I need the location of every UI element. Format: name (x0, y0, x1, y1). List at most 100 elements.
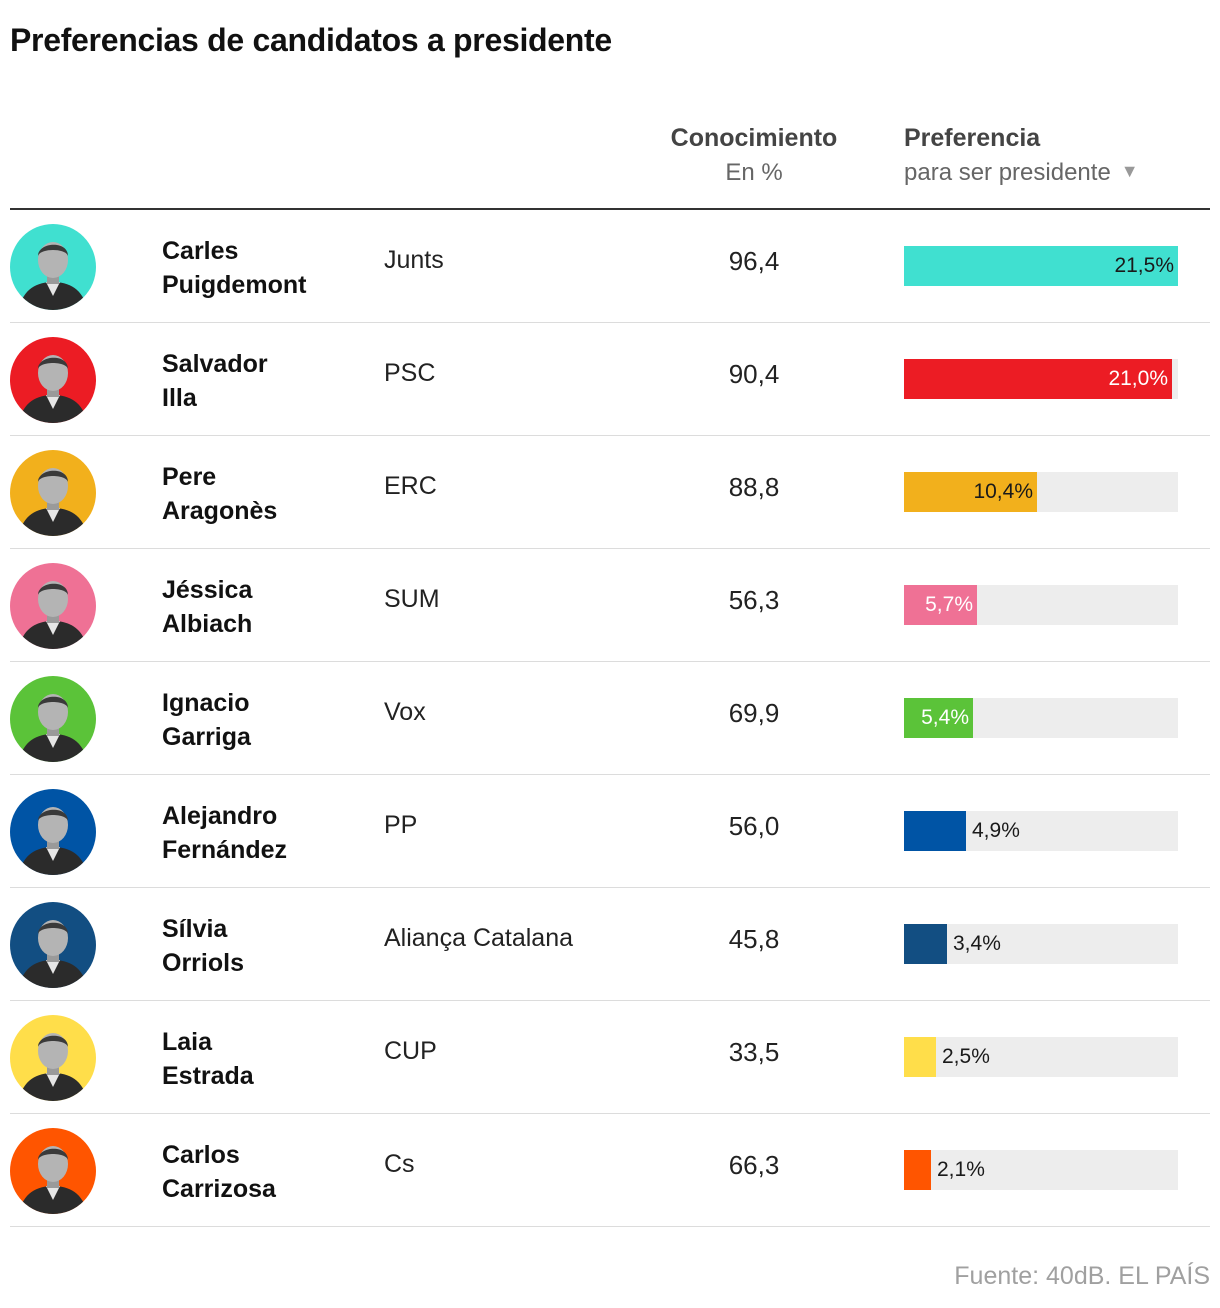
candidate-first-name: Alejandro (162, 802, 278, 830)
party-name: Cs (384, 1150, 415, 1178)
candidate-name: Laia Estrada (162, 1025, 372, 1093)
knowledge-value: 66,3 (728, 1150, 780, 1180)
preference-header-subtitle: para ser presidente (904, 159, 1111, 186)
preference-bar (904, 472, 1037, 512)
knowledge-value: 33,5 (728, 1037, 780, 1067)
candidate-last-name: Carrizosa (162, 1175, 276, 1203)
portrait-icon (18, 694, 88, 762)
knowledge-value: 69,9 (728, 698, 780, 728)
table-row: Ignacio Garriga Vox 69,9 5,4% (10, 662, 1210, 775)
sort-descending-icon[interactable]: ▼ (1120, 161, 1139, 181)
table-row: Carlos Carrizosa Cs 66,3 2,1% (10, 1114, 1210, 1227)
portrait-icon (18, 1033, 88, 1101)
avatar (10, 450, 96, 536)
candidate-last-name: Estrada (162, 1062, 254, 1090)
preference-value-label: 5,7% (925, 593, 973, 616)
portrait-icon (18, 1146, 88, 1214)
party-name: Vox (384, 698, 426, 726)
preference-value-label: 10,4% (973, 480, 1033, 503)
party-name: SUM (384, 585, 440, 613)
candidate-first-name: Ignacio (162, 689, 250, 717)
table-row: Sílvia Orriols Aliança Catalana 45,8 3,4% (10, 888, 1210, 1001)
candidate-name: Pere Aragonès (162, 460, 372, 528)
candidate-last-name: Orriols (162, 949, 244, 977)
preference-bar (904, 924, 947, 964)
preference-bar (904, 811, 966, 851)
candidate-last-name: Aragonès (162, 497, 278, 525)
portrait-icon (18, 581, 88, 649)
preference-value-label: 2,1% (937, 1158, 985, 1181)
knowledge-value: 56,3 (728, 585, 780, 615)
party-name: Aliança Catalana (384, 924, 574, 952)
avatar (10, 337, 96, 423)
candidate-first-name: Laia (162, 1028, 213, 1056)
preference-bar-track: 2,5% (904, 1037, 1178, 1077)
candidate-last-name: Puigdemont (162, 271, 307, 299)
preference-bar (904, 359, 1172, 399)
candidate-name: Carlos Carrizosa (162, 1138, 372, 1206)
preference-bar-track: 2,1% (904, 1150, 1178, 1190)
table-row: Salvador Illa PSC 90,4 21,0% (10, 323, 1210, 436)
candidate-name: Salvador Illa (162, 347, 372, 415)
table-row: Alejandro Fernández PP 56,0 4,9% (10, 775, 1210, 888)
table-row: Pere Aragonès ERC 88,8 10,4% (10, 436, 1210, 549)
preference-bar (904, 1037, 936, 1077)
knowledge-column-header: Conocimiento En % (640, 124, 868, 187)
candidate-first-name: Carles (162, 237, 239, 265)
table-row: Laia Estrada CUP 33,5 2,5% (10, 1001, 1210, 1114)
preference-bar (904, 1150, 931, 1190)
party-name: PSC (384, 359, 436, 387)
party-name: CUP (384, 1037, 437, 1065)
candidate-name: Sílvia Orriols (162, 912, 372, 980)
portrait-icon (18, 920, 88, 988)
preference-bar-track: 21,0% (904, 359, 1178, 399)
chart-title: Preferencias de candidatos a presidente (10, 22, 612, 58)
candidate-first-name: Pere (162, 463, 217, 491)
candidate-table: Carles Puigdemont Junts 96,4 21,5% Salvador Il… (10, 210, 1210, 1227)
candidate-name: Jéssica Albiach (162, 573, 372, 641)
knowledge-value: 90,4 (728, 359, 780, 389)
party-name: ERC (384, 472, 437, 500)
portrait-icon (18, 468, 88, 536)
preference-bar-track: 10,4% (904, 472, 1178, 512)
party-name: Junts (384, 246, 444, 274)
avatar (10, 676, 96, 762)
preference-header-subtitle-line: para ser presidente ▼ (904, 159, 1139, 187)
portrait-icon (18, 242, 88, 310)
preference-value-label: 5,4% (921, 706, 969, 729)
preference-column-header[interactable]: Preferencia para ser presidente ▼ (904, 124, 1139, 187)
table-row: Jéssica Albiach SUM 56,3 5,7% (10, 549, 1210, 662)
candidate-first-name: Sílvia (162, 915, 228, 943)
header-divider (10, 208, 1210, 210)
candidate-name: Ignacio Garriga (162, 686, 372, 754)
candidate-first-name: Salvador (162, 350, 268, 378)
avatar (10, 224, 96, 310)
knowledge-value: 56,0 (728, 811, 780, 841)
candidate-name: Carles Puigdemont (162, 234, 372, 302)
preference-bar-track: 5,7% (904, 585, 1178, 625)
preference-bar (904, 585, 977, 625)
candidate-last-name: Illa (162, 384, 197, 412)
avatar (10, 1015, 96, 1101)
preference-bar-track: 21,5% (904, 246, 1178, 286)
avatar (10, 789, 96, 875)
preference-bar (904, 246, 1178, 286)
knowledge-value: 45,8 (728, 924, 780, 954)
avatar (10, 1128, 96, 1214)
preference-value-label: 21,0% (1108, 367, 1168, 390)
avatar (10, 902, 96, 988)
preference-bar-track: 4,9% (904, 811, 1178, 851)
party-name: PP (384, 811, 418, 839)
candidate-last-name: Garriga (162, 723, 251, 751)
preference-value-label: 3,4% (953, 932, 1001, 955)
avatar (10, 563, 96, 649)
preference-bar (904, 698, 973, 738)
preference-value-label: 2,5% (942, 1045, 990, 1068)
preference-bar-track: 5,4% (904, 698, 1178, 738)
source-note: Fuente: 40dB. EL PAÍS (954, 1262, 1210, 1290)
portrait-icon (18, 807, 88, 875)
knowledge-value: 88,8 (728, 472, 780, 502)
preference-value-label: 4,9% (972, 819, 1020, 842)
preference-header-title: Preferencia (904, 124, 1041, 152)
knowledge-header-title: Conocimiento (670, 124, 838, 152)
